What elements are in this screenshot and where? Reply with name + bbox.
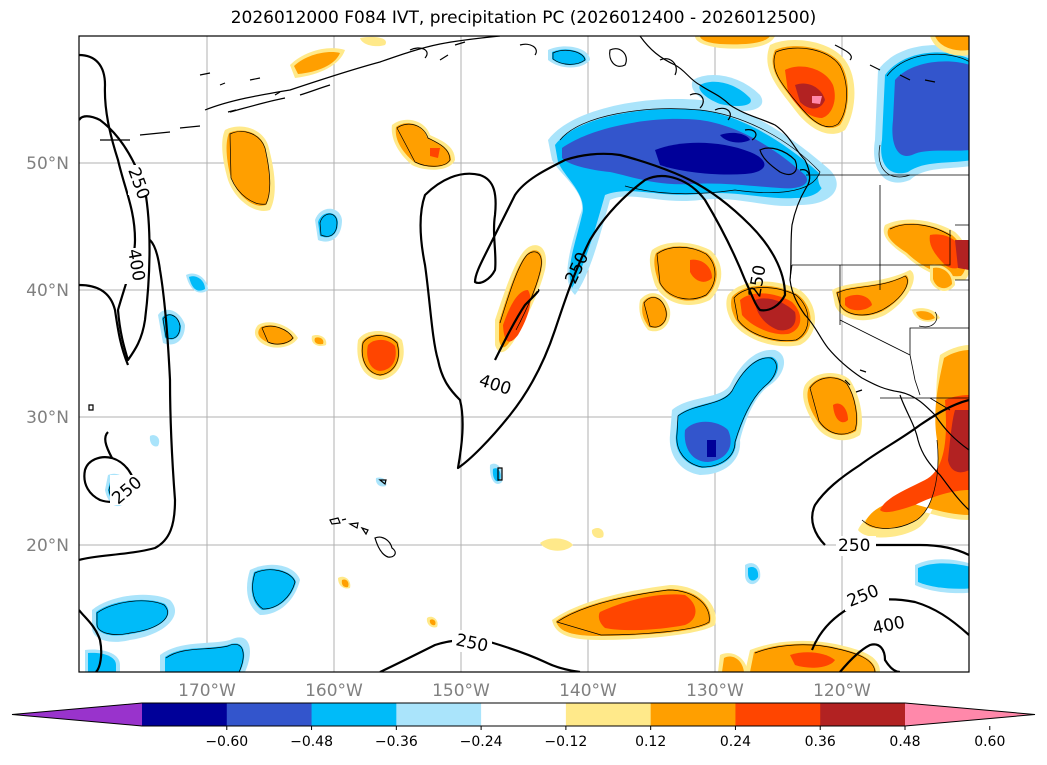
negative-precip-anomalies bbox=[85, 45, 969, 672]
colorbar-box bbox=[396, 703, 482, 726]
contour-label: 250 bbox=[838, 536, 870, 556]
colorbar-extend-low bbox=[12, 703, 142, 726]
lat-label-30n: 30°N bbox=[26, 408, 69, 428]
colorbar-tick-label: −0.48 bbox=[290, 734, 333, 750]
latitude-labels: 50°N 40°N 30°N 20°N bbox=[26, 154, 69, 556]
lon-label-120w: 120°W bbox=[813, 681, 871, 701]
colorbar-tick-label: −0.60 bbox=[205, 734, 248, 750]
colorbar-box bbox=[820, 703, 906, 726]
colorbar-box bbox=[650, 703, 736, 726]
ivt-contour-labels: 250 400 250 250 400 250 250 250 400 250 bbox=[108, 165, 912, 657]
colorbar-box bbox=[311, 703, 397, 726]
longitude-labels: 170°W 160°W 150°W 140°W 130°W 120°W bbox=[178, 681, 871, 701]
colorbar-box bbox=[565, 703, 652, 726]
lon-label-140w: 140°W bbox=[559, 681, 617, 701]
lat-label-20n: 20°N bbox=[26, 536, 69, 556]
colorbar-tick-label: 0.36 bbox=[805, 734, 836, 750]
colorbar-tick-label: −0.12 bbox=[544, 734, 587, 750]
colorbar-tick-label: 0.12 bbox=[635, 734, 666, 750]
colorbar: −0.60 −0.48 −0.36 −0.24 −0.12 0.12 0.24 0.36 0.4… bbox=[11, 702, 1036, 750]
colorbar-extend-high bbox=[905, 703, 1035, 726]
lat-label-50n: 50°N bbox=[26, 154, 69, 174]
colorbar-tick-label: 0.24 bbox=[720, 734, 751, 750]
colorbar-tick-label: 0.60 bbox=[974, 734, 1005, 750]
colorbar-box bbox=[226, 703, 313, 726]
political-borders bbox=[789, 174, 969, 411]
map-frame bbox=[78, 35, 970, 673]
map-title: 2026012000 F084 IVT, precipitation PC (2… bbox=[230, 8, 817, 28]
coastlines bbox=[88, 36, 969, 558]
colorbar-tick-label: 0.48 bbox=[889, 734, 920, 750]
colorbar-tick-label: −0.36 bbox=[375, 734, 418, 750]
positive-precip-anomalies bbox=[222, 36, 969, 672]
colorbar-tick-label: −0.24 bbox=[460, 734, 503, 750]
map-area: 250 400 250 250 400 250 250 250 400 250 bbox=[79, 36, 969, 672]
lon-label-130w: 130°W bbox=[686, 681, 744, 701]
lon-label-170w: 170°W bbox=[178, 681, 236, 701]
colorbar-box bbox=[142, 703, 228, 726]
lon-label-160w: 160°W bbox=[305, 681, 363, 701]
colorbar-outline bbox=[11, 702, 1036, 727]
colorbar-box bbox=[735, 703, 821, 726]
lat-label-40n: 40°N bbox=[26, 281, 69, 301]
anomaly-outlines bbox=[96, 47, 969, 672]
lon-label-150w: 150°W bbox=[432, 681, 490, 701]
colorbar-box bbox=[481, 703, 567, 726]
